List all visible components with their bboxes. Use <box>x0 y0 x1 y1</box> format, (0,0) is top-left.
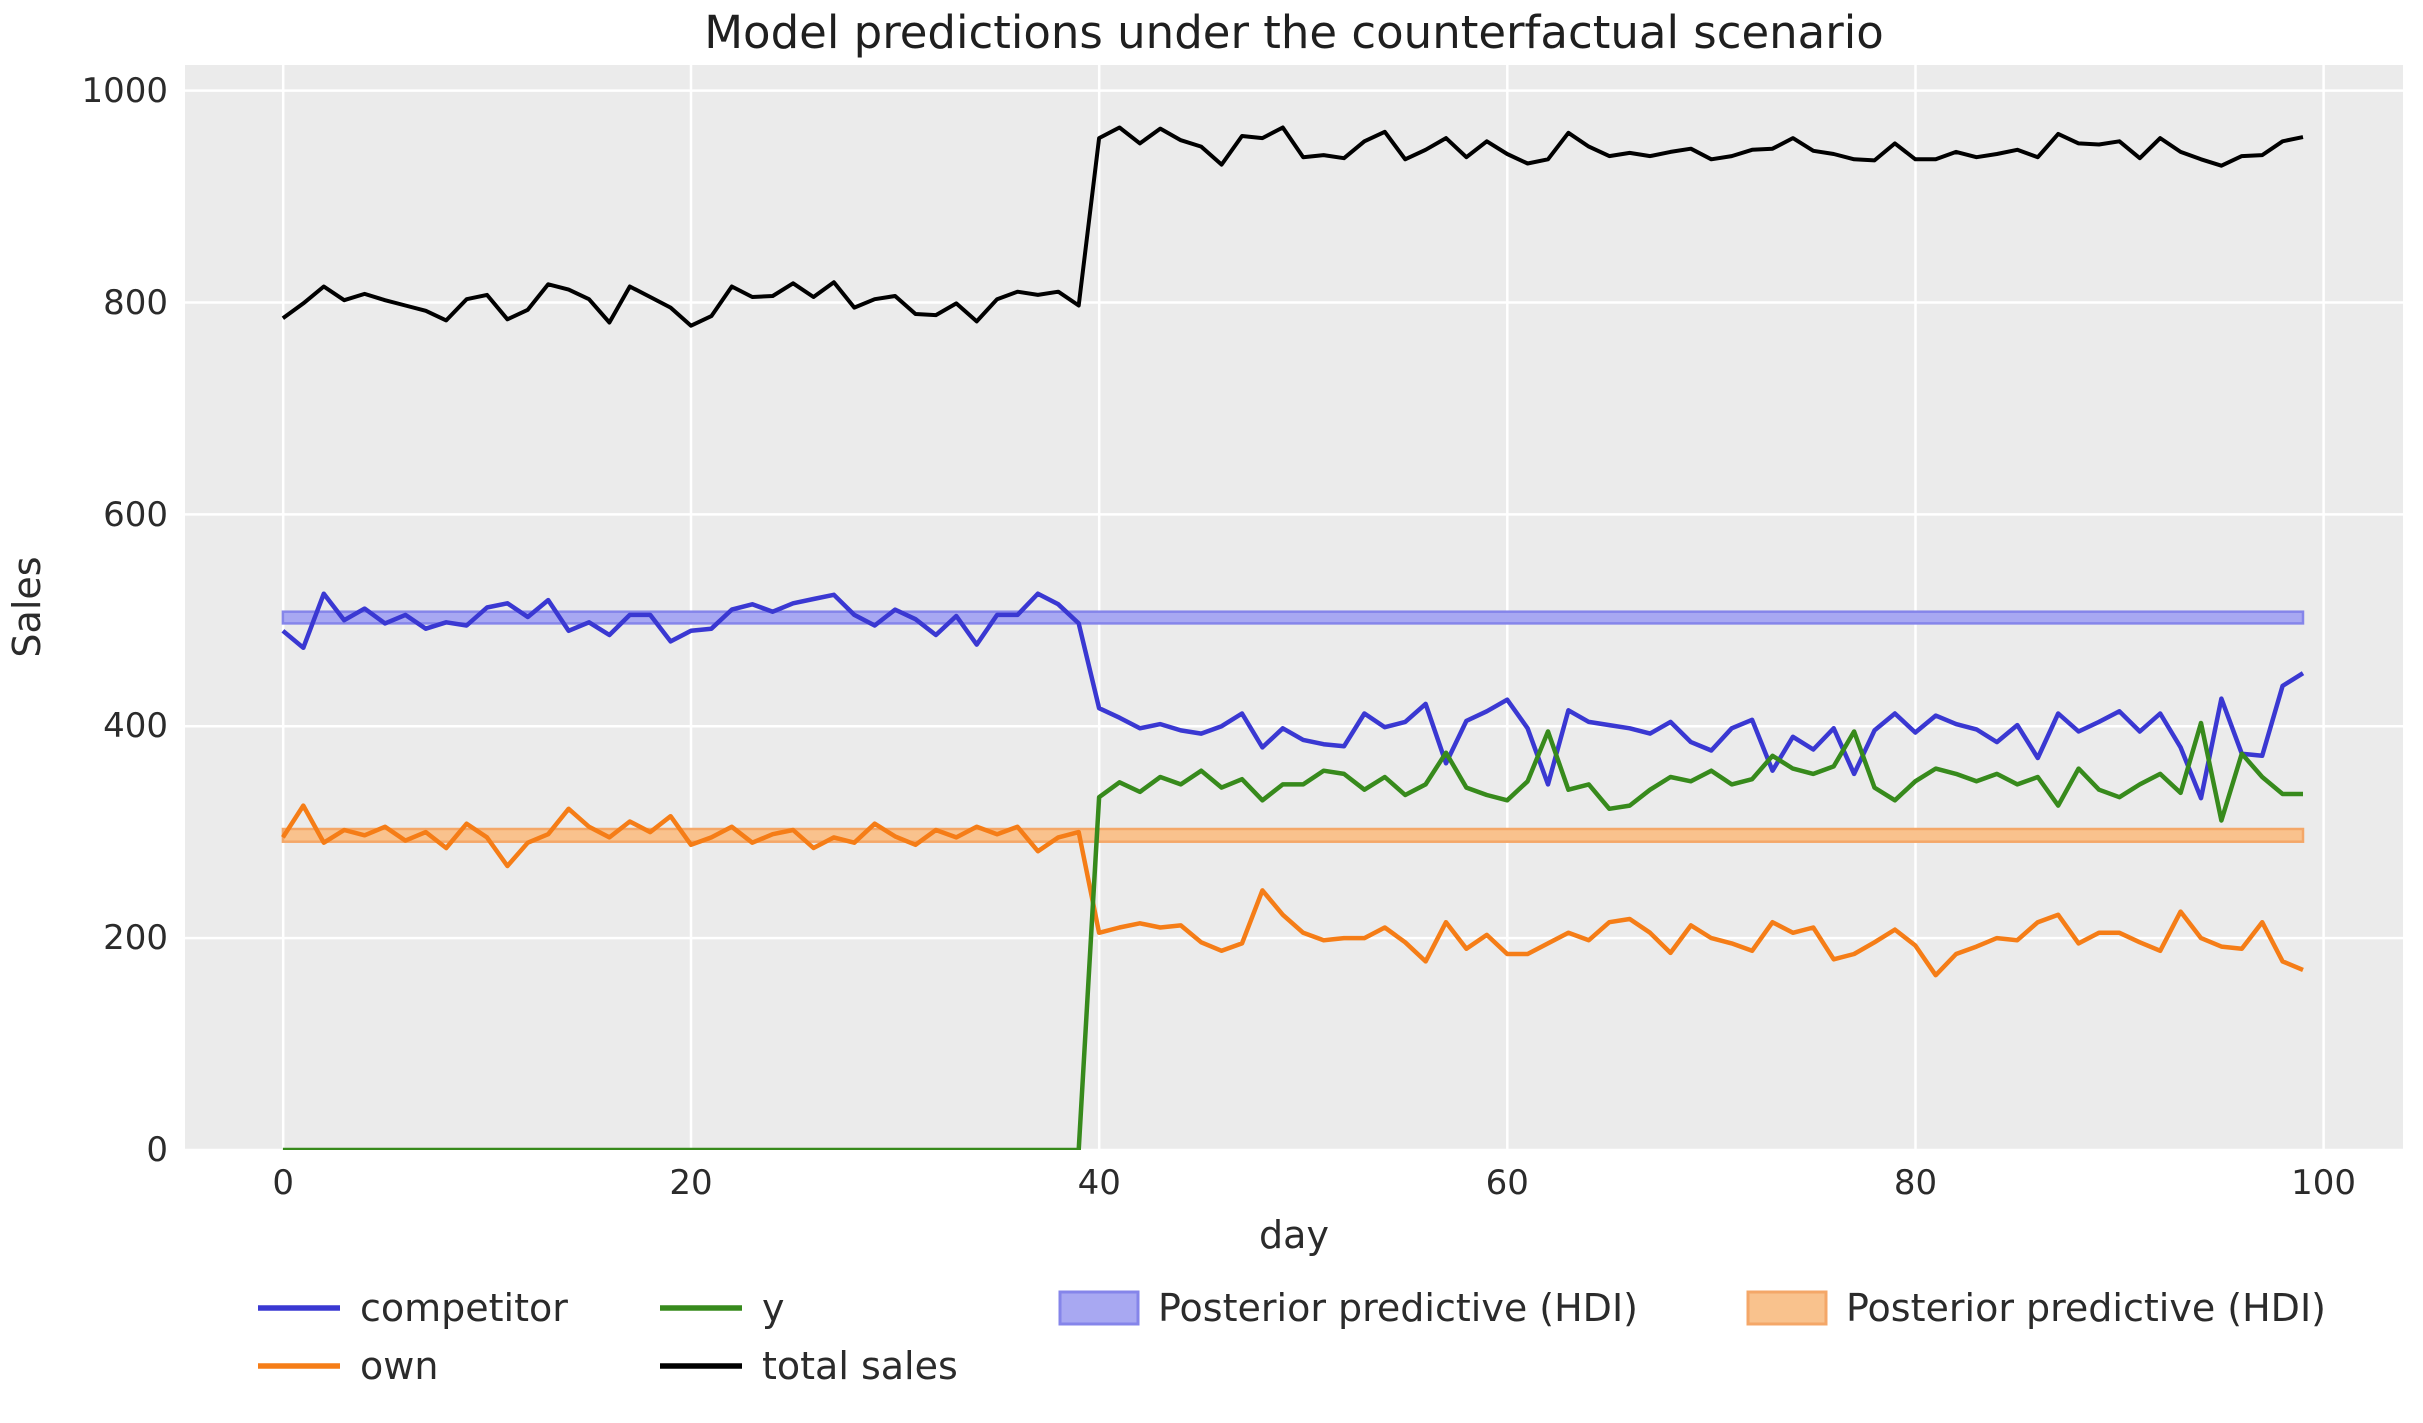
series-line-y <box>282 720 2303 1150</box>
x-tick-label: 60 <box>1486 1163 1529 1203</box>
x-tick-label: 0 <box>272 1163 294 1203</box>
legend-entry-competitor: competitor <box>258 1286 568 1330</box>
series-line-competitor <box>281 591 2305 801</box>
legend-label: Posterior predictive (HDI) <box>1158 1286 1638 1330</box>
x-tick-label: 100 <box>2291 1163 2356 1203</box>
y-axis-label: Sales <box>5 556 49 657</box>
y-tick-label: 1000 <box>81 71 168 111</box>
y-tick-label: 0 <box>146 1130 168 1170</box>
legend-entry-hdi-blue: Posterior predictive (HDI) <box>1058 1286 1638 1330</box>
x-tick-label: 80 <box>1894 1163 1937 1203</box>
y-tick-label: 400 <box>103 706 168 746</box>
y-tick-labels: 0 200 400 600 800 1000 <box>81 71 168 1170</box>
legend-label: Posterior predictive (HDI) <box>1846 1286 2326 1330</box>
chart-title: Model predictions under the counterfactu… <box>704 6 1884 59</box>
legend-label: own <box>360 1344 438 1388</box>
legend-entry-own: own <box>258 1344 438 1388</box>
x-tick-labels: 0 20 40 60 80 100 <box>272 1163 2356 1203</box>
series-layer <box>281 125 2305 1150</box>
legend-label: total sales <box>762 1344 958 1388</box>
legend: competitor own y total sales Posterior p… <box>258 1286 2326 1388</box>
series-line-total-sales <box>281 125 2304 328</box>
legend-label: competitor <box>360 1286 568 1330</box>
plot-background <box>185 65 2403 1150</box>
y-tick-label: 800 <box>103 283 168 323</box>
x-tick-label: 20 <box>669 1163 712 1203</box>
x-axis-label: day <box>1259 1213 1329 1257</box>
hdi-band-own <box>281 827 2305 843</box>
legend-entry-hdi-orange: Posterior predictive (HDI) <box>1746 1286 2326 1330</box>
legend-patch-swatch-hdi-blue <box>1058 1290 1140 1326</box>
y-tick-label: 600 <box>103 495 168 535</box>
hdi-band-competitor <box>281 610 2305 625</box>
x-tick-label: 40 <box>1078 1163 1121 1203</box>
series-line-own <box>281 803 2304 978</box>
legend-patch-swatch-hdi-orange <box>1746 1290 1828 1326</box>
legend-entry-total-sales: total sales <box>660 1344 958 1388</box>
legend-label: y <box>762 1286 785 1330</box>
y-tick-label: 200 <box>103 918 168 958</box>
legend-entry-y: y <box>660 1286 785 1330</box>
